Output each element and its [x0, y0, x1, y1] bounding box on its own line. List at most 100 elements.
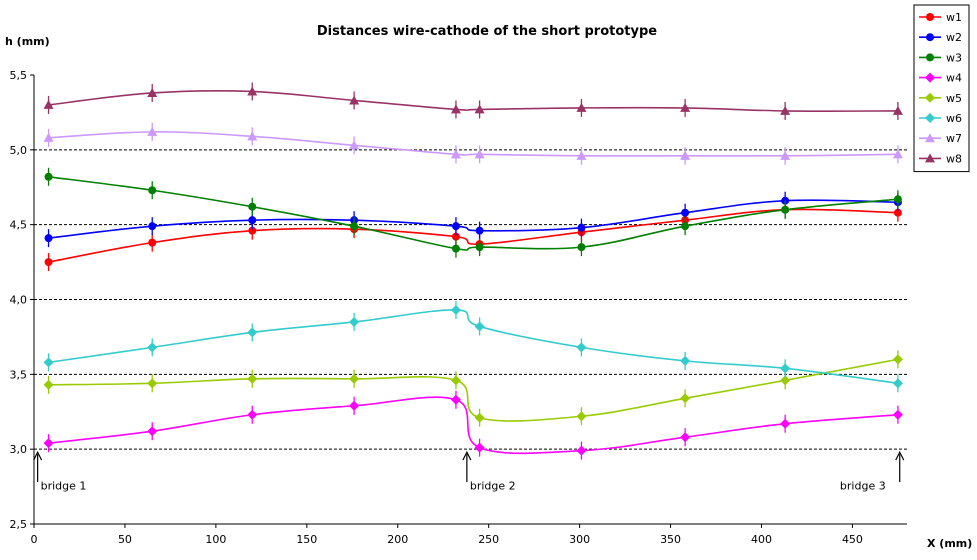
- data-point: [680, 432, 691, 443]
- data-point: [576, 342, 587, 353]
- legend: w1 w2 w3 w4 w5 w6 w7 w8: [913, 4, 970, 173]
- gridlines: [34, 149, 907, 450]
- data-point: [43, 438, 54, 449]
- x-tick-label: 350: [660, 533, 681, 546]
- data-point: [247, 86, 258, 96]
- legend-item: w7: [919, 132, 962, 145]
- data-point: [892, 378, 903, 389]
- data-point: [147, 342, 158, 353]
- legend-label: w5: [946, 92, 962, 105]
- data-point: [892, 149, 903, 159]
- y-tick-label: 3,5: [10, 368, 28, 381]
- data-point: [780, 150, 791, 160]
- data-point: [44, 172, 53, 181]
- legend-item: w6: [919, 112, 962, 125]
- data-point: [450, 104, 461, 114]
- legend-label: w6: [946, 112, 962, 125]
- bridge-label: bridge 2: [470, 480, 516, 493]
- chart-title: Distances wire-cathode of the short prot…: [317, 24, 657, 39]
- x-tick-label: 100: [205, 533, 226, 546]
- legend-swatch-marker: [926, 33, 934, 42]
- bridge-arrow-head: [462, 450, 472, 461]
- data-point: [451, 222, 460, 231]
- data-point: [349, 400, 360, 411]
- x-axis-title: X (mm): [927, 537, 972, 550]
- data-point: [780, 363, 791, 374]
- y-tick-label: 5,5: [10, 69, 28, 82]
- data-point: [576, 102, 587, 112]
- series-line-w5: [48, 358, 899, 422]
- y-tick-label: 5,0: [10, 144, 28, 157]
- data-point: [577, 223, 586, 232]
- data-point: [43, 99, 54, 109]
- legend-label: w4: [946, 72, 962, 85]
- data-point: [147, 378, 158, 389]
- data-point: [247, 373, 258, 384]
- legend-item: w4: [919, 72, 962, 85]
- data-point: [781, 205, 790, 214]
- y-tick-label: 3,0: [10, 443, 28, 456]
- legend-label: w1: [946, 11, 962, 24]
- data-point: [893, 208, 902, 217]
- annotations: bridge 1 bridge 2 bridge 3: [33, 450, 905, 493]
- data-point: [450, 304, 461, 315]
- series-w3: [44, 167, 902, 258]
- data-point: [474, 104, 485, 114]
- data-point: [780, 105, 791, 115]
- data-point: [450, 149, 461, 159]
- legend-swatch-marker: [925, 133, 935, 143]
- data-point: [248, 202, 257, 211]
- series-w4: [43, 390, 903, 460]
- bridge-arrow-head: [33, 450, 43, 461]
- data-point: [577, 243, 586, 252]
- data-point: [474, 412, 485, 423]
- data-point: [475, 226, 484, 235]
- data-point: [247, 131, 258, 141]
- legend-item: w8: [919, 152, 962, 165]
- data-point: [474, 149, 485, 159]
- legend-swatch-marker: [925, 153, 935, 163]
- x-tick-label: 200: [387, 533, 408, 546]
- data-point: [681, 208, 690, 217]
- series-layer: [43, 82, 903, 460]
- series-line-w3: [48, 175, 898, 251]
- data-point: [147, 126, 158, 136]
- x-tick-label: 50: [118, 533, 132, 546]
- data-point: [576, 445, 587, 456]
- legend-swatch-marker: [926, 13, 934, 21]
- data-point: [43, 357, 54, 368]
- data-point: [349, 95, 360, 105]
- axes: 2,5 3,0 3,5 4,0 4,5 5,0 5,5 0 50 100 150 200 250 300 3…: [10, 69, 907, 546]
- data-point: [44, 258, 53, 267]
- data-point: [576, 150, 587, 160]
- data-point: [349, 140, 360, 150]
- data-point: [349, 316, 360, 327]
- legend-box: [913, 4, 970, 173]
- data-point: [350, 222, 359, 231]
- data-point: [474, 321, 485, 332]
- data-point: [576, 411, 587, 422]
- series-line-w4: [48, 396, 898, 455]
- x-tick-label: 300: [569, 533, 590, 546]
- data-point: [892, 105, 903, 115]
- data-point: [680, 102, 691, 112]
- data-point: [451, 232, 460, 241]
- data-point: [893, 195, 902, 204]
- series-w5: [43, 350, 903, 427]
- data-point: [247, 409, 258, 420]
- legend-swatch-marker: [925, 113, 935, 123]
- data-point: [780, 375, 791, 386]
- series-line-w1: [48, 208, 898, 263]
- series-line-w6: [48, 309, 899, 385]
- data-point: [450, 375, 461, 386]
- data-point: [680, 355, 691, 366]
- bridge-label: bridge 1: [41, 480, 87, 493]
- data-point: [680, 150, 691, 160]
- legend-item: w2: [919, 31, 962, 44]
- x-tick-label: 150: [296, 533, 317, 546]
- legend-label: w2: [946, 31, 962, 44]
- data-point: [450, 394, 461, 405]
- series-w6: [43, 300, 903, 393]
- series-line-w8: [48, 89, 898, 112]
